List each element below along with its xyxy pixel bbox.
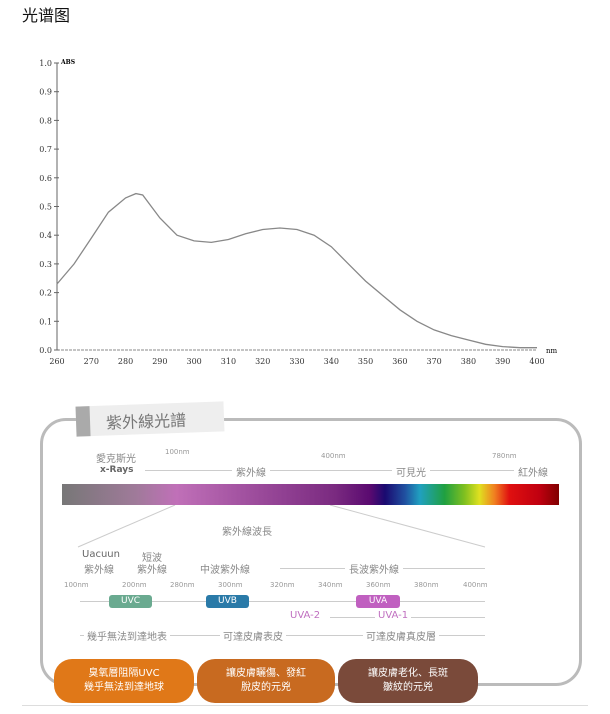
nm-tick: 280nm [170,581,195,589]
y-tick-label: 0.3 [39,260,52,269]
x-tick-label: 390 [495,357,510,366]
uv-label: 紫外線 [232,464,270,479]
mid-wave-uv-label: 中波紫外線 [200,565,250,576]
uv-wavelength-label: 紫外線波長 [222,527,272,538]
nm-tick: 300nm [218,581,243,589]
uva-badge: UVA [356,595,400,608]
uvb-bubble: 讓皮膚曬傷、發紅 脫皮的元兇 [197,659,335,703]
bubble-text: 脫皮的元兇 [241,682,291,693]
mark-400nm: 400nm [321,452,346,460]
panel-title: 紫外線光譜 [75,401,225,437]
y-tick-label: 0.6 [39,174,52,183]
x-tick-label: 330 [289,357,304,366]
x-tick-label: 280 [118,357,133,366]
x-tick-label: 260 [49,357,64,366]
mark-100nm: 100nm [165,448,190,456]
x-tick-label: 310 [221,357,236,366]
xray-label: x-Rays [100,465,134,475]
nm-tick: 360nm [366,581,391,589]
bubble-text: 臭氧層阻隔UVC [88,668,160,679]
nm-tick: 400nm [463,581,488,589]
x-tick-label: 350 [358,357,373,366]
uva2-label: UVA-2 [290,610,321,621]
short-wave-uv-label: 紫外線 [137,565,167,576]
y-tick-label: 0.5 [39,203,52,212]
short-wave-label: 短波 [142,553,162,564]
absorbance-chart: 0.0 0.1 0.2 0.3 0.4 0.5 0.6 0.7 0.8 0.9 1.0 260 270 2… [39,59,558,366]
infrared-label: 紅外線 [514,464,552,479]
uvc-bubble: 臭氧層阻隔UVC 幾乎無法到達地球 [54,659,194,703]
xray-cn-label: 愛克斯光 [96,454,136,465]
x-tick-label: 370 [427,357,442,366]
reach-dermis-label: 可達皮膚真皮層 [363,628,439,643]
x-tick-label: 340 [324,357,339,366]
vacuum-label: Uacuun [82,549,120,560]
absorbance-curve [56,192,537,349]
nm-tick: 100nm [64,581,89,589]
bubble-text: 皺紋的元兇 [383,682,433,693]
nm-tick: 200nm [122,581,147,589]
y-tick-label: 0.0 [39,346,52,355]
reach-ground-label: 幾乎無法到達地表 [84,628,170,643]
nm-tick: 380nm [414,581,439,589]
y-tick-label: 1.0 [39,59,52,68]
x-tick-label: 360 [392,357,407,366]
y-tick-label: 0.4 [39,231,52,240]
y-tick-label: 0.8 [39,116,52,125]
bubble-text: 幾乎無法到達地球 [84,682,164,693]
x-tick-label: 320 [255,357,270,366]
y-tick-label: 0.2 [39,289,52,298]
divider [22,705,588,706]
vacuum-uv-label: 紫外線 [84,565,114,576]
x-tick-label: 290 [152,357,167,366]
uvb-badge: UVB [206,595,249,608]
x-axis-label: nm [546,347,558,355]
spectrum-bar [62,484,559,505]
y-axis-label: ABS [60,59,75,66]
y-tick-label: 0.9 [39,88,52,97]
x-tick-label: 300 [187,357,202,366]
y-tick-label: 0.7 [39,145,52,154]
mark-780nm: 780nm [492,452,517,460]
uva-bubble: 讓皮膚老化、長斑 皺紋的元兇 [338,659,478,703]
page-title: 光谱图 [22,6,71,25]
y-tick-label: 0.1 [39,317,52,326]
bubble-text: 讓皮膚曬傷、發紅 [226,668,306,679]
visible-label: 可見光 [392,464,430,479]
uvc-badge: UVC [109,595,152,608]
reach-epidermis-label: 可達皮膚表皮 [220,628,286,643]
x-tick-label: 400 [529,357,544,366]
uva1-label: UVA-1 [375,610,412,621]
long-wave-uv-label: 長波紫外線 [345,561,403,576]
x-tick-label: 270 [84,357,99,366]
x-tick-label: 380 [461,357,476,366]
nm-tick: 340nm [318,581,343,589]
bubble-text: 讓皮膚老化、長斑 [368,668,448,679]
nm-tick: 320nm [270,581,295,589]
